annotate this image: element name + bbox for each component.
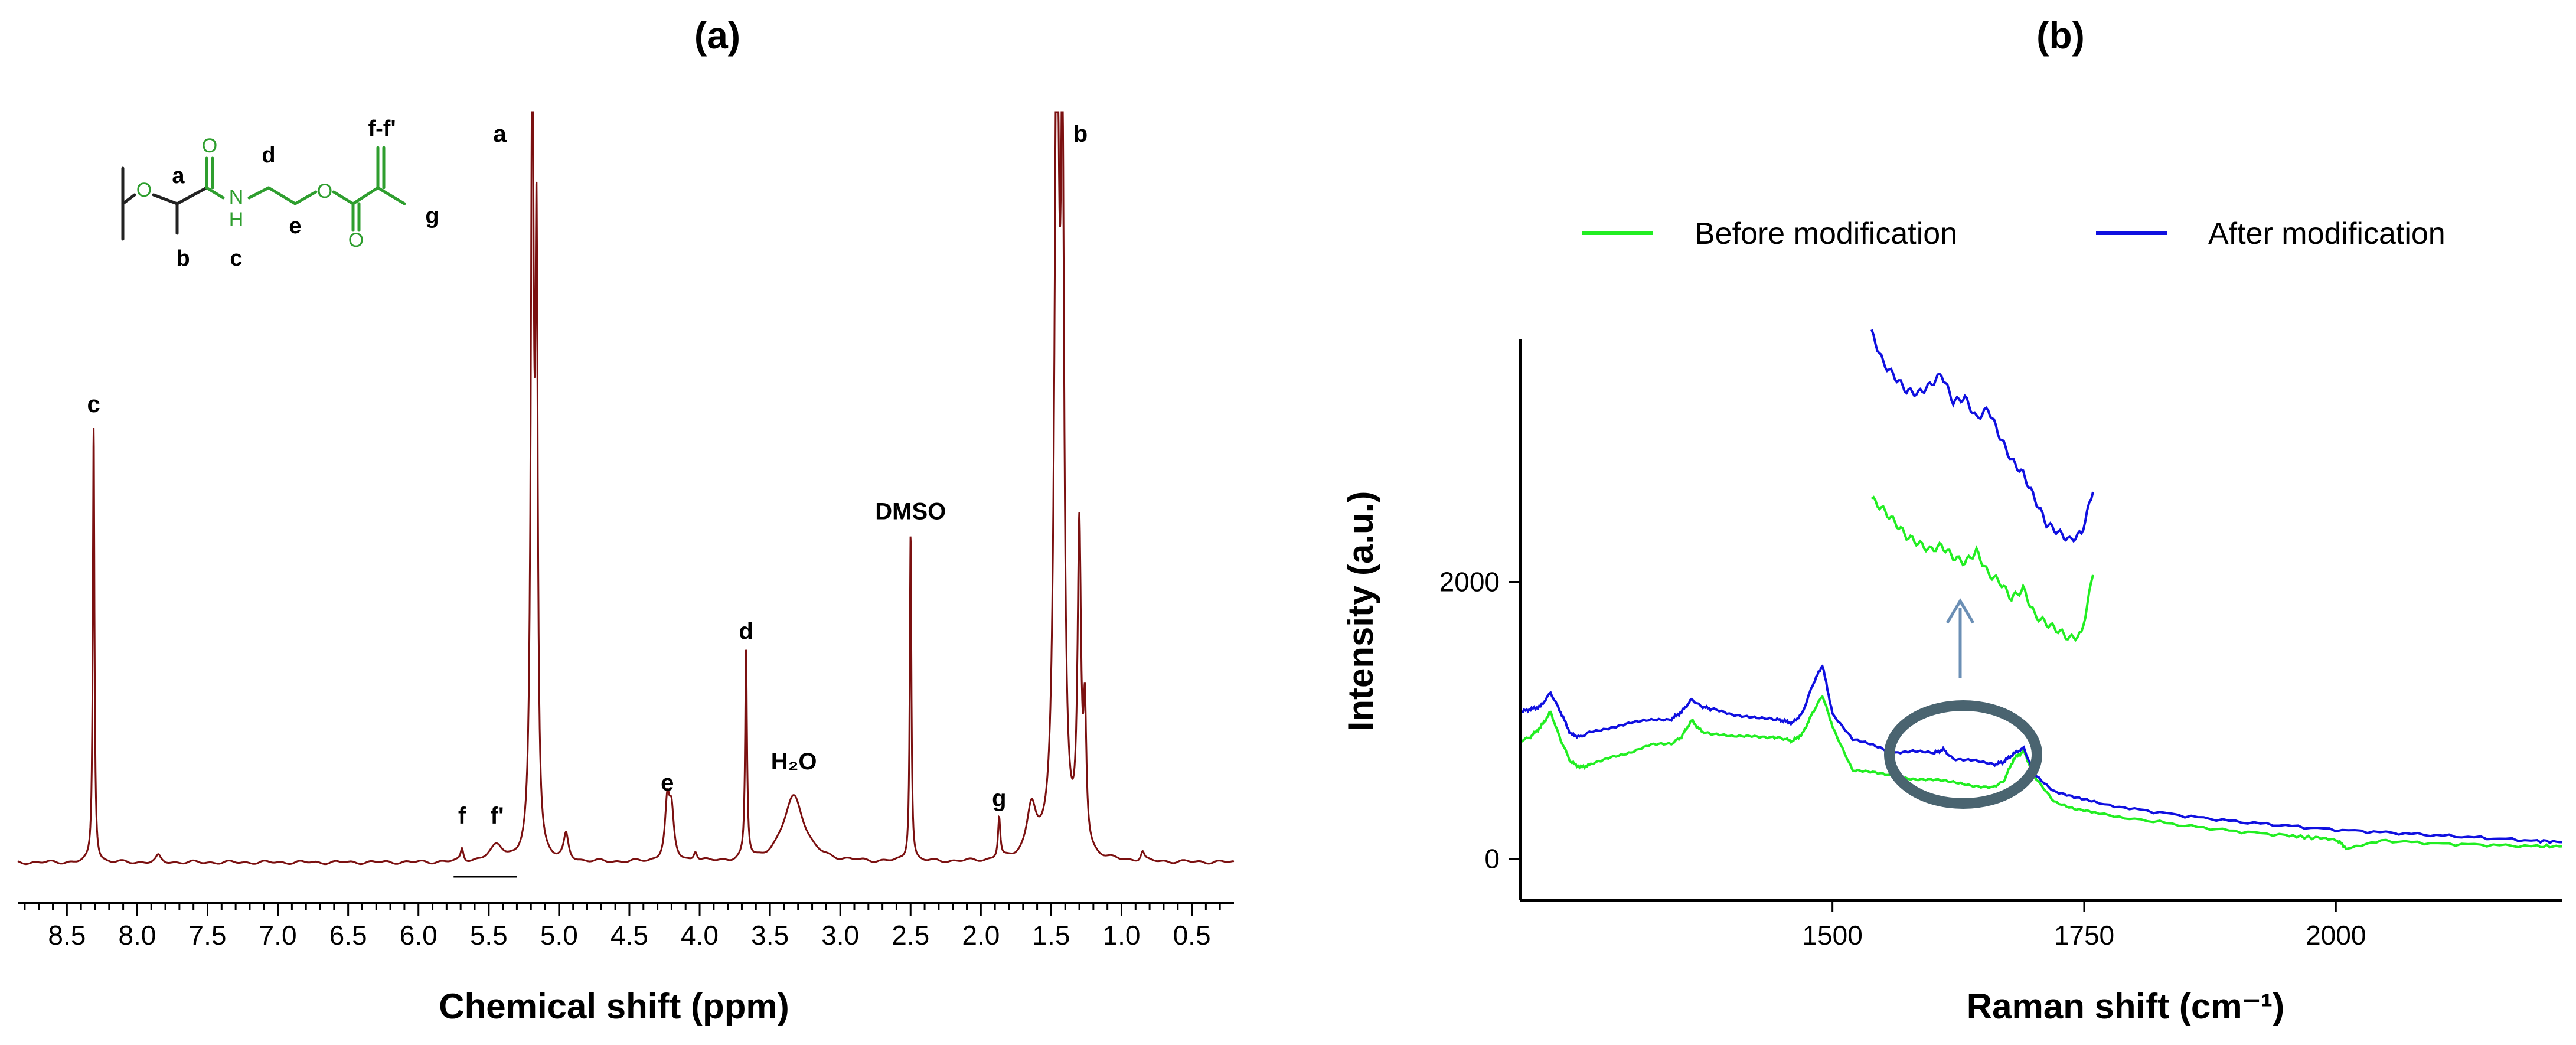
nmr-x-tick-label-11: 3.0 <box>821 920 859 951</box>
raman-x-tick-label-2: 2000 <box>2306 920 2366 951</box>
nmr-spectrum-trace <box>17 111 1235 866</box>
structure-oxygen-4: O <box>348 229 364 252</box>
panel-b-raman-chart: (b) Before modification After modificati… <box>1341 14 2563 1026</box>
panel-a-nmr-chart: (a) O O N H O O <box>17 14 1235 1026</box>
raman-inset-before_trace <box>1870 495 2094 642</box>
nmr-x-tick-label-15: 1.0 <box>1103 920 1141 951</box>
nmr-peak-label-10: d <box>739 619 753 645</box>
nmr-x-axis-title: Chemical shift (ppm) <box>439 987 789 1026</box>
nmr-x-tick-label-12: 2.5 <box>892 920 929 951</box>
nmr-x-tick-label-9: 4.0 <box>681 920 719 951</box>
nmr-x-tick-label-1: 8.0 <box>118 920 156 951</box>
nmr-peak-label-0: c <box>87 391 100 417</box>
arrow-up-icon-head <box>1945 598 1975 624</box>
legend: Before modification After modification <box>1582 217 2446 251</box>
nmr-peak-label-15: b <box>1073 121 1088 147</box>
structure-label-d: d <box>262 143 275 168</box>
structure-labels: O O N H O O a b c d e f-f' g <box>136 116 439 271</box>
structure-oxygen-1: O <box>136 179 152 201</box>
raman-x-axis-title: Raman shift (cm⁻¹) <box>1967 987 2284 1026</box>
nmr-x-tick-label-6: 5.5 <box>470 920 508 951</box>
nmr-peak-label-2: f <box>458 803 466 829</box>
structure-oxygen-3: O <box>317 180 332 203</box>
structure-nitrogen: N <box>229 186 244 208</box>
nmr-x-tick-label-3: 7.0 <box>259 920 297 951</box>
nmr-peak-label-4: a <box>494 121 507 147</box>
structure-label-g: g <box>425 204 439 228</box>
raman-inset-after_trace <box>1870 329 2094 543</box>
nmr-x-tick-label-14: 1.5 <box>1032 920 1070 951</box>
raman-y-tick-label-0: 0 <box>1484 844 1500 874</box>
structure-label-e: e <box>289 214 301 239</box>
nmr-peak-label-3: f' <box>491 803 504 829</box>
nmr-peak-label-7: e <box>661 770 674 796</box>
structure-oxygen-2: O <box>202 135 217 157</box>
panel-b-label: (b) <box>2036 14 2085 57</box>
raman-series-0 <box>1519 694 2563 851</box>
circle-highlight-icon <box>1884 700 2042 809</box>
nmr-peak-label-11: H₂O <box>771 749 817 775</box>
raman-series-1 <box>1519 664 2563 845</box>
nmr-x-axis: 8.5 8.0 7.5 7.0 6.5 6.0 5.5 5.0 4.5 4.0 3.5 3.0 2.5 2… <box>18 902 1234 951</box>
raman-y-axis-title: Intensity (a.u.) <box>1341 491 1380 732</box>
nmr-x-tick-label-0: 8.5 <box>48 920 86 951</box>
structure-hydrogen: H <box>229 208 244 231</box>
structure-label-a: a <box>172 164 185 188</box>
nmr-x-tick-label-2: 7.5 <box>189 920 227 951</box>
nmr-x-tick-label-16: 0.5 <box>1173 920 1211 951</box>
nmr-plot-area <box>17 111 1235 878</box>
nmr-peak-labels: c f f' a e d H₂O DMSO g b <box>87 121 1088 829</box>
nmr-x-tick-label-5: 6.0 <box>400 920 438 951</box>
raman-x-tick-label-1: 1750 <box>2054 920 2114 951</box>
raman-y-tick-label-1: 2000 <box>1439 566 1500 597</box>
nmr-x-tick-label-8: 4.5 <box>610 920 648 951</box>
nmr-x-tick-label-7: 5.0 <box>540 920 578 951</box>
nmr-x-tick-label-4: 6.5 <box>329 920 367 951</box>
legend-label-after: After modification <box>2208 217 2446 251</box>
nmr-x-tick-label-10: 3.5 <box>751 920 789 951</box>
chemical-structure-icon <box>121 146 406 241</box>
structure-label-c: c <box>230 246 242 271</box>
structure-label-b: b <box>176 246 190 271</box>
raman-inset-zoom <box>1870 329 2094 809</box>
nmr-peak-label-13: g <box>992 786 1006 812</box>
panel-a-label: (a) <box>694 14 740 57</box>
legend-label-before: Before modification <box>1695 217 1957 251</box>
raman-x-tick-label-0: 1500 <box>1802 920 1862 951</box>
raman-plot-area <box>1519 664 2563 851</box>
nmr-x-tick-label-13: 2.0 <box>962 920 1000 951</box>
structure-label-ff: f-f' <box>368 116 396 141</box>
nmr-peak-label-12: DMSO <box>875 499 946 525</box>
raman-axes: 0 2000 1500 1750 2000 <box>1439 339 2562 951</box>
